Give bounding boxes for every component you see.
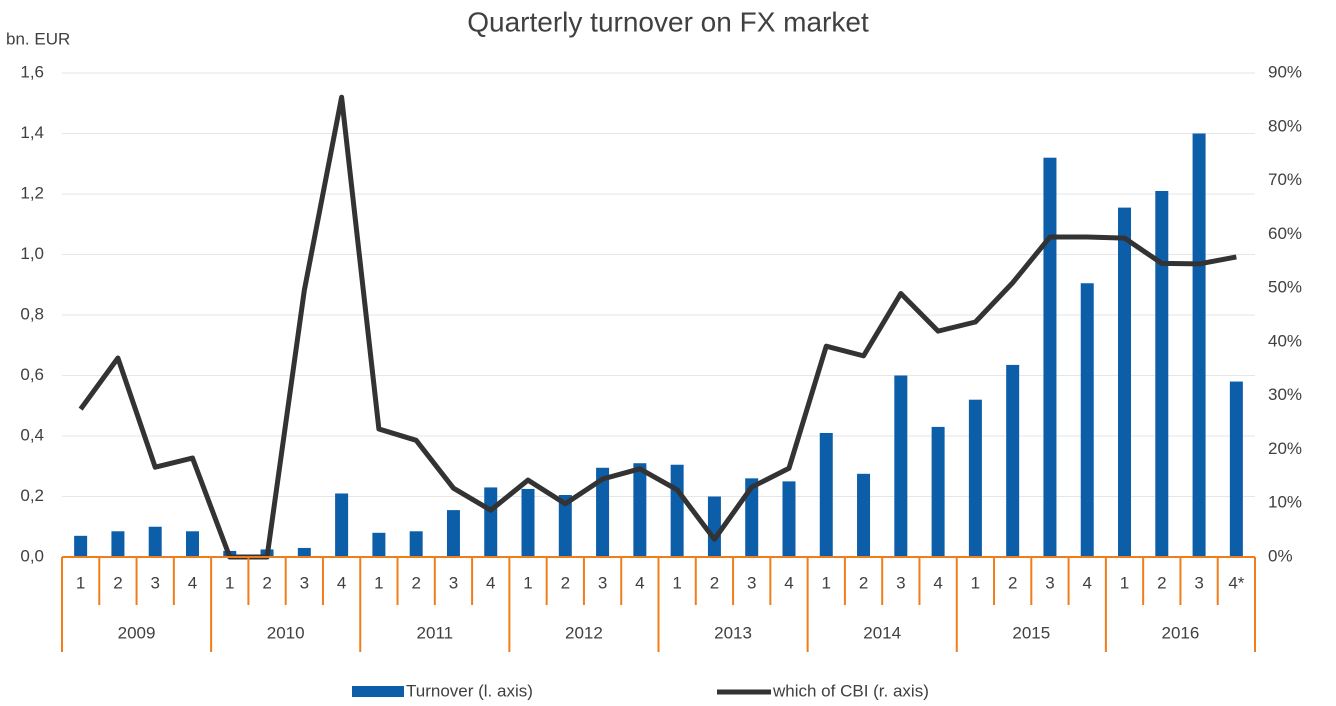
bar	[707, 496, 721, 557]
y2-tick-label: 90%	[1268, 62, 1302, 81]
group-label: 2015	[1012, 623, 1050, 642]
bar	[596, 467, 610, 557]
x-tick-label: 1	[1120, 573, 1129, 592]
x-tick-label: 3	[1194, 573, 1203, 592]
bar	[857, 473, 871, 557]
x-tick-label: 2	[262, 573, 271, 592]
x-tick-label: 4	[635, 573, 644, 592]
bar	[446, 510, 460, 557]
chart-title: Quarterly turnover on FX market	[467, 6, 869, 37]
bar	[894, 375, 908, 557]
y2-tick-label: 50%	[1268, 278, 1302, 297]
bar	[335, 493, 349, 557]
x-tick-label: 2	[859, 573, 868, 592]
y-tick-label: 1,0	[20, 244, 44, 263]
x-tick-label: 1	[76, 573, 85, 592]
bar	[409, 531, 423, 557]
bar	[185, 531, 199, 557]
bar	[1006, 364, 1020, 557]
x-tick-label: 1	[225, 573, 234, 592]
bar	[931, 426, 945, 557]
y-tick-label: 0,8	[20, 304, 44, 323]
x-tick-label: 2	[113, 573, 122, 592]
bar	[670, 464, 684, 557]
group-label: 2012	[565, 623, 603, 642]
group-label: 2011	[417, 623, 454, 642]
group-label: 2010	[267, 623, 305, 642]
group-label: 2013	[714, 623, 752, 642]
bar	[1192, 133, 1206, 557]
y2-tick-label: 0%	[1268, 546, 1293, 565]
x-tick-label: 3	[300, 573, 309, 592]
x-tick-label: 2	[710, 573, 719, 592]
x-tick-label: 4*	[1228, 573, 1244, 592]
x-tick-label: 1	[374, 573, 383, 592]
group-label: 2016	[1162, 623, 1200, 642]
group-label: 2014	[863, 623, 901, 642]
x-tick-label: 4	[188, 573, 197, 592]
y-tick-label: 0,4	[20, 425, 44, 444]
legend-swatch	[352, 686, 404, 697]
x-tick-label: 4	[486, 573, 495, 592]
y2-tick-label: 30%	[1268, 385, 1302, 404]
bar	[1118, 207, 1132, 558]
y-tick-label: 1,6	[20, 62, 44, 81]
bar	[74, 535, 88, 557]
x-tick-label: 3	[449, 573, 458, 592]
legend-label: which of CBI (r. axis)	[772, 681, 929, 700]
bar	[372, 532, 386, 557]
y2-tick-label: 70%	[1268, 170, 1302, 189]
y2-tick-label: 60%	[1268, 224, 1302, 243]
x-tick-label: 3	[1045, 573, 1054, 592]
y2-tick-label: 40%	[1268, 331, 1302, 350]
y2-tick-label: 20%	[1268, 439, 1302, 458]
bar	[782, 481, 796, 557]
x-tick-label: 2	[561, 573, 570, 592]
x-tick-label: 3	[896, 573, 905, 592]
y-tick-label: 0,2	[20, 486, 44, 505]
bar	[1080, 283, 1094, 557]
bar	[521, 488, 535, 557]
y-tick-label: 0,6	[20, 365, 44, 384]
x-tick-label: 1	[971, 573, 980, 592]
x-tick-label: 4	[784, 573, 793, 592]
x-tick-label: 1	[672, 573, 681, 592]
x-tick-label: 2	[411, 573, 420, 592]
bar	[633, 463, 647, 557]
x-tick-label: 4	[933, 573, 942, 592]
x-tick-label: 2	[1157, 573, 1166, 592]
bar	[484, 487, 498, 557]
group-label: 2009	[118, 623, 156, 642]
x-tick-label: 3	[747, 573, 756, 592]
y-tick-label: 0,0	[20, 546, 44, 565]
bar	[148, 526, 162, 557]
bar	[111, 531, 125, 557]
bar	[745, 478, 759, 557]
y-axis-label: bn. EUR	[6, 29, 70, 48]
bar	[1043, 157, 1057, 557]
bar	[297, 547, 311, 557]
y-tick-label: 1,4	[20, 123, 44, 142]
bar	[968, 399, 982, 557]
bar	[819, 432, 833, 557]
x-tick-label: 4	[1083, 573, 1092, 592]
legend-label: Turnover (l. axis)	[406, 681, 533, 700]
x-tick-label: 2	[1008, 573, 1017, 592]
y2-tick-label: 80%	[1268, 116, 1302, 135]
bar	[558, 494, 572, 557]
x-tick-label: 1	[822, 573, 831, 592]
x-tick-label: 3	[150, 573, 159, 592]
x-tick-label: 1	[523, 573, 532, 592]
x-tick-label: 3	[598, 573, 607, 592]
bar	[1155, 190, 1169, 557]
y2-tick-label: 10%	[1268, 493, 1302, 512]
x-tick-label: 4	[337, 573, 346, 592]
y-tick-label: 1,2	[20, 183, 44, 202]
line	[78, 94, 1237, 560]
bar	[1229, 381, 1243, 557]
